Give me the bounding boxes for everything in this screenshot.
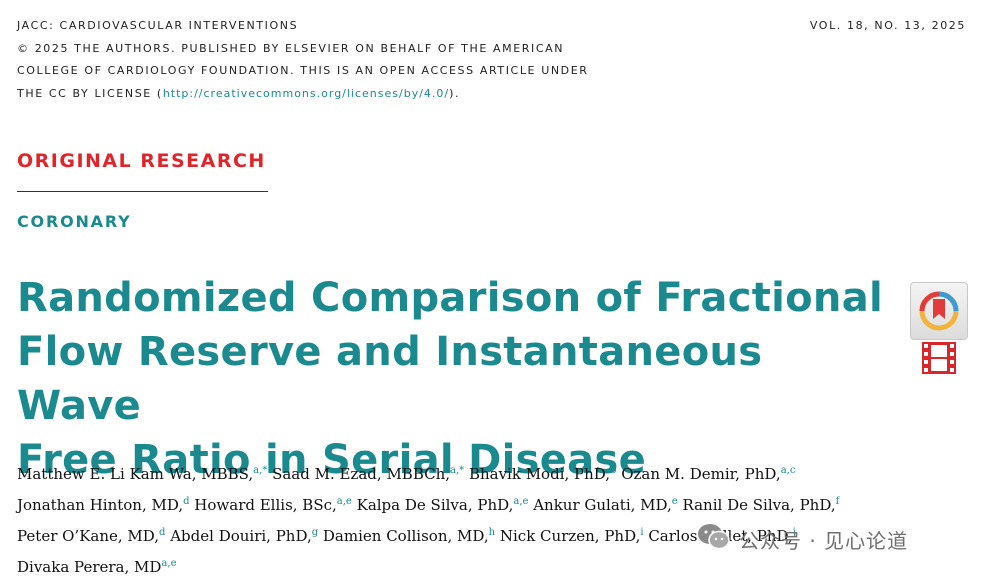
category-label: CORONARY — [17, 212, 132, 231]
title-line: Randomized Comparison of Fractional — [17, 275, 884, 321]
watermark-text: 公众号 · 见心论道 — [739, 529, 909, 553]
copyright-line-2: COLLEGE OF CARDIOLOGY FOUNDATION. THIS I… — [17, 64, 589, 77]
author-name: Ranil De Silva, PhD, — [677, 496, 836, 514]
affiliation-marker[interactable]: f — [835, 496, 840, 507]
affiliation-marker[interactable]: a,c — [780, 465, 796, 476]
author-line: Jonathan Hinton, MD,d Howard Ellis, BSc,… — [17, 488, 937, 519]
author-name: Jonathan Hinton, MD, — [17, 496, 184, 514]
author-name: Divaka Perera, MD — [17, 558, 162, 576]
affiliation-marker[interactable]: g — [311, 527, 319, 538]
author-name: Saad M. Ezad, MBBCh, — [267, 465, 451, 483]
title-line: Flow Reserve and Instantaneous Wave — [17, 329, 763, 429]
affiliation-marker[interactable]: a,* — [253, 465, 268, 476]
author-line: Matthew E. Li Kam Wa, MBBS,a,* Saad M. E… — [17, 457, 937, 488]
author-name: Ozan M. Demir, PhD, — [616, 465, 781, 483]
affiliation-marker[interactable]: e — [671, 496, 678, 507]
affiliation-marker[interactable]: a,e — [336, 496, 352, 507]
journal-header: JACC: CARDIOVASCULAR INTERVENTIONS © 202… — [17, 15, 589, 105]
watermark: 公众号 · 见心论道 — [697, 523, 908, 556]
section-label: ORIGINAL RESEARCH — [17, 150, 266, 172]
affiliation-marker[interactable]: j — [792, 527, 796, 538]
journal-name: JACC: CARDIOVASCULAR INTERVENTIONS — [17, 19, 299, 32]
author-name: Ankur Gulati, MD, — [528, 496, 672, 514]
affiliation-marker[interactable]: b — [610, 465, 617, 476]
author-list: Matthew E. Li Kam Wa, MBBS,a,* Saad M. E… — [17, 457, 937, 581]
title-line: Free Ratio in Serial Disease — [17, 437, 647, 483]
affiliation-marker[interactable]: a,* — [450, 465, 465, 476]
wechat-logo-icon — [697, 523, 731, 556]
affiliation-marker[interactable]: a,e — [513, 496, 529, 507]
license-link[interactable]: http://creativecommons.org/licenses/by/4… — [162, 86, 450, 100]
film-strip-icon[interactable] — [922, 342, 956, 378]
license-suffix: ). — [449, 86, 461, 100]
affiliation-marker[interactable]: h — [488, 527, 496, 538]
article-title: Randomized Comparison of Fractional Flow… — [17, 271, 897, 487]
copyright-line-1: © 2025 THE AUTHORS. PUBLISHED BY ELSEVIE… — [17, 41, 565, 55]
volume-issue: VOL. 18, NO. 13, 2025 — [809, 19, 966, 32]
affiliation-marker[interactable]: a,e — [161, 558, 177, 569]
author-name: Peter O’Kane, MD, — [17, 527, 160, 545]
author-name: Kalpa De Silva, PhD, — [351, 496, 514, 514]
author-name: Nick Curzen, PhD, — [495, 527, 641, 545]
section-divider — [17, 191, 268, 192]
copyright-line-3: THE CC BY LICENSE (http://creativecommon… — [17, 83, 589, 106]
author-name: Damien Collison, MD, — [318, 527, 489, 545]
author-name: Bhavik Modi, PhD, — [464, 465, 611, 483]
affiliation-marker[interactable]: i — [640, 527, 644, 538]
author-line: Divaka Perera, MDa,e — [17, 550, 937, 581]
check-for-updates-icon[interactable] — [910, 282, 968, 340]
affiliation-marker[interactable]: d — [159, 527, 166, 538]
author-name: Matthew E. Li Kam Wa, MBBS, — [17, 465, 254, 483]
license-prefix: THE CC BY LICENSE ( — [17, 86, 163, 100]
author-name: Howard Ellis, BSc, — [189, 496, 337, 514]
author-name: Abdel Douiri, PhD, — [165, 527, 312, 545]
affiliation-marker[interactable]: d — [183, 496, 190, 507]
